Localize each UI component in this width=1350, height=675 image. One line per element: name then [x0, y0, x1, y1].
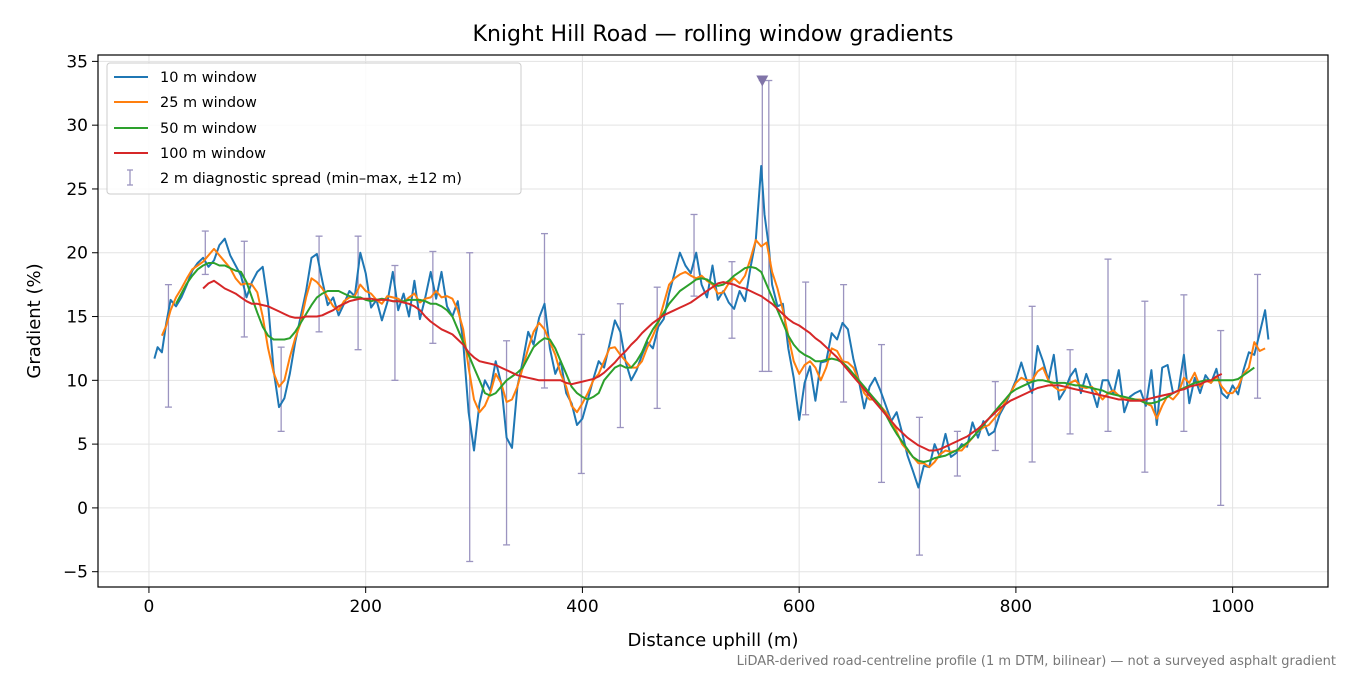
errorbar [690, 213, 698, 297]
y-tick-label: 0 [77, 499, 88, 519]
footnote: LiDAR-derived road-centreline profile (1… [737, 654, 1336, 669]
legend-label-errorbar: 2 m diagnostic spread (min–max, ±12 m) [160, 171, 462, 187]
errorbar [466, 252, 474, 563]
y-tick-label: 25 [66, 180, 88, 200]
x-tick-label: 400 [566, 597, 598, 617]
x-tick-label: 600 [783, 597, 815, 617]
legend-label-10m: 10 m window [160, 70, 257, 86]
errorbar [164, 283, 172, 408]
errorbar [503, 340, 511, 546]
errorbar [354, 235, 362, 351]
x-tick-label: 800 [1000, 597, 1032, 617]
errorbar [429, 250, 437, 344]
legend-box [106, 62, 522, 195]
y-tick-label: 10 [66, 371, 88, 391]
legend-label-50m: 50 m window [160, 121, 257, 137]
errorbar [765, 79, 773, 373]
errorbar [1141, 300, 1149, 473]
series-line-100m [202, 279, 1223, 452]
errorbar [201, 230, 209, 276]
errorbar [1066, 349, 1074, 435]
grid-layer [98, 55, 1328, 587]
errorbar [802, 281, 810, 416]
y-tick-label: 5 [77, 435, 88, 455]
legend-label-25m: 25 m window [160, 95, 257, 111]
y-tick-label: −5 [63, 563, 88, 583]
y-tick-label: 30 [66, 116, 88, 136]
errorbar [953, 430, 961, 477]
x-tick-label: 0 [144, 597, 155, 617]
x-axis-label: Distance uphill (m) [628, 630, 799, 651]
y-tick-label: 35 [66, 52, 88, 72]
y-tick-label: 20 [66, 244, 88, 264]
legend-label-100m: 100 m window [160, 146, 266, 162]
errorbar [728, 261, 736, 339]
errorbar [653, 286, 661, 410]
errorbar [1217, 329, 1225, 507]
errorbar [840, 283, 848, 403]
errorbar [1254, 273, 1262, 399]
tick-layer: 0 200 400 600 800 1000 −5 0 5 10 15 20 25 30 35 [63, 52, 1254, 617]
y-axis-label: Gradient (%) [24, 263, 45, 378]
marker-layer [756, 75, 769, 87]
errorbar [1104, 258, 1112, 433]
chart-title: Knight Hill Road — rolling window gradie… [473, 22, 954, 47]
plot-frame [97, 54, 1329, 588]
max-marker [756, 75, 769, 87]
errorbar [878, 343, 886, 484]
y-tick-label: 15 [66, 308, 88, 328]
errorbar [277, 346, 285, 433]
series-line-25m [160, 239, 1266, 469]
series-layer [153, 165, 1270, 489]
legend: 10 m window 25 m window 50 m window 100 … [106, 62, 522, 195]
x-tick-label: 1000 [1211, 597, 1254, 617]
legend-swatch-errorbar [127, 169, 133, 186]
x-tick-label: 200 [349, 597, 381, 617]
